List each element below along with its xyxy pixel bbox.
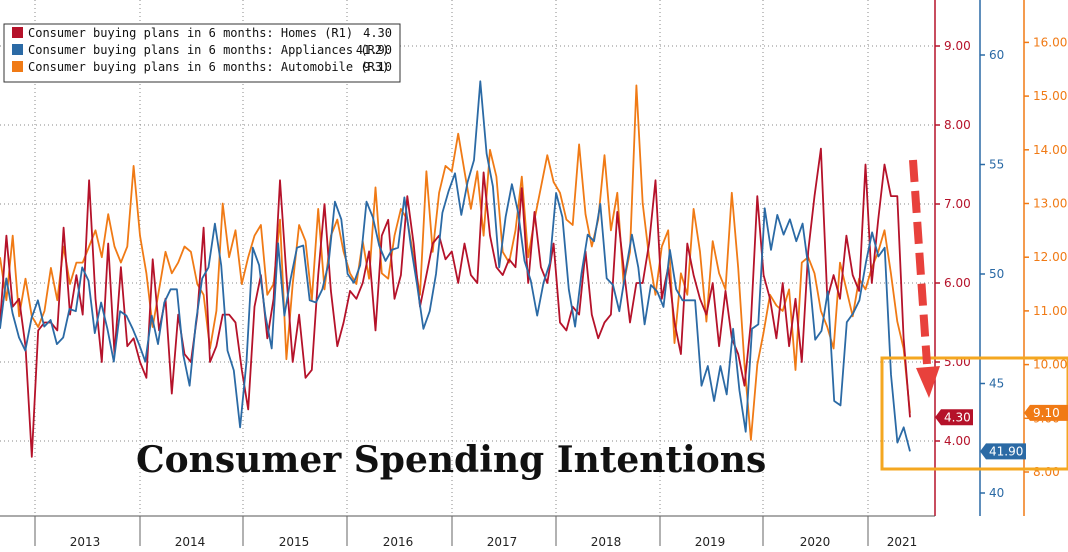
axis-tick-label: 55	[989, 158, 1004, 172]
axis-tick-label: 14.00	[1033, 143, 1067, 157]
axis-tick-label: 15.00	[1033, 89, 1067, 103]
axis-tick-label: 4.00	[944, 434, 971, 448]
badge-r1: 4.30	[935, 409, 973, 426]
arrow-head	[916, 366, 940, 398]
axis-tick-label: 9.00	[944, 39, 971, 53]
x-tick-label: 2013	[70, 535, 101, 549]
legend-value: 9.10	[363, 60, 392, 74]
axis-R1: 4.005.006.007.008.009.00	[934, 0, 971, 516]
badge-value: 4.30	[944, 410, 971, 424]
axis-R3: 8.009.0010.0011.0012.0013.0014.0015.0016…	[1023, 0, 1067, 516]
badge-r2: 41.90	[980, 443, 1026, 460]
x-tick-label: 2016	[383, 535, 414, 549]
axis-tick-label: 12.00	[1033, 250, 1067, 264]
badge-shape	[1024, 404, 1068, 421]
series-line-r2	[0, 80, 911, 452]
down-arrow	[909, 159, 940, 398]
axis-tick-label: 10.00	[1033, 358, 1067, 372]
axis-tick-label: 50	[989, 267, 1004, 281]
axis-tick-label: 13.00	[1033, 197, 1067, 211]
series-line-r1	[0, 147, 911, 458]
axis-tick-label: 7.00	[944, 197, 971, 211]
last-value-badges: 4.30 41.90 9.10	[935, 404, 1068, 460]
legend-value: 4.30	[363, 26, 392, 40]
badge-shape	[980, 443, 1026, 460]
axis-tick-label: 6.00	[944, 276, 971, 290]
legend-swatch	[12, 27, 23, 38]
chart-title: Consumer Spending Intentions	[136, 439, 766, 481]
badge-value: 9.10	[1033, 406, 1060, 420]
x-tick-label: 2014	[175, 535, 206, 549]
x-tick-label: 2015	[279, 535, 310, 549]
legend-value: 41.90	[356, 43, 392, 57]
series-line-r3	[0, 84, 911, 441]
axis-tick-label: 8.00	[944, 118, 971, 132]
legend-swatch	[12, 44, 23, 55]
x-axis: 2013 2014 2015 2016 2017 2018 2019 2020 2021	[0, 515, 935, 549]
badge-shape	[935, 409, 973, 426]
legend-label: Consumer buying plans in 6 months: Homes…	[28, 26, 353, 40]
axis-R2: 40 45 50 55 60	[979, 0, 1004, 516]
arrow-shaft	[909, 159, 931, 365]
x-tick-label: 2017	[487, 535, 518, 549]
axis-tick-label: 16.00	[1033, 35, 1067, 49]
axis-tick-label: 60	[989, 48, 1004, 62]
legend-swatch	[12, 61, 23, 72]
highlight-rect	[880, 356, 1068, 471]
badge-r3: 9.10	[1024, 404, 1068, 421]
series-layer	[0, 80, 911, 458]
legend: Consumer buying plans in 6 months: Homes…	[3, 23, 401, 83]
legend-label: Consumer buying plans in 6 months: Autom…	[28, 60, 389, 74]
x-tick-label: 2019	[695, 535, 726, 549]
axis-tick-label: 8.00	[1033, 465, 1060, 479]
axis-tick-label: 45	[989, 377, 1004, 391]
x-tick-label: 2020	[800, 535, 831, 549]
x-tick-label: 2021	[887, 535, 918, 549]
legend-box	[3, 23, 401, 83]
badge-value: 41.90	[989, 444, 1023, 458]
axis-tick-label: 11.00	[1033, 304, 1067, 318]
highlight-box	[880, 356, 1068, 471]
axis-tick-label: 40	[989, 486, 1004, 500]
x-tick-label: 2018	[591, 535, 622, 549]
legend-label: Consumer buying plans in 6 months: Appli…	[28, 43, 389, 57]
